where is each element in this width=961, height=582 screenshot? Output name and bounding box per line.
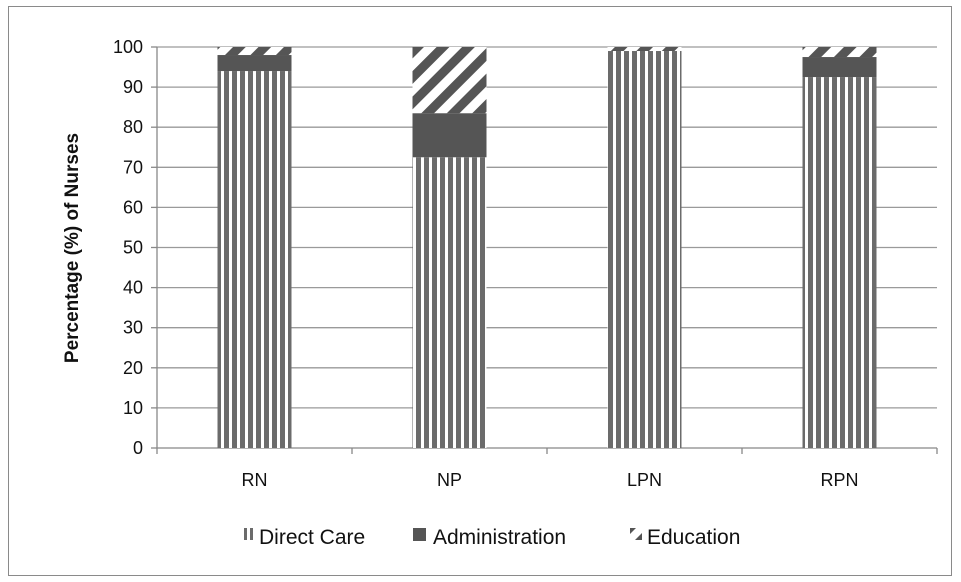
- bars: [217, 47, 877, 448]
- bar-education-np: [412, 47, 487, 114]
- y-tick-label: 30: [123, 318, 143, 338]
- x-tick-label: LPN: [627, 470, 662, 490]
- bar-education-rpn: [802, 47, 877, 58]
- y-tick-label: 100: [113, 37, 143, 57]
- legend-label: Direct Care: [259, 526, 365, 549]
- bar-education-lpn: [607, 47, 682, 52]
- bar-education-rn: [217, 47, 292, 56]
- bar-direct-care-rn: [217, 71, 292, 448]
- x-tick-label: RN: [242, 470, 268, 490]
- bar-direct-care-lpn: [607, 51, 682, 448]
- y-tick-label: 90: [123, 77, 143, 97]
- tick-labels: 0 10 20 30 40 50 60 70 80 90 100 RN NP LPN RPN: [113, 37, 859, 490]
- y-tick-label: 10: [123, 398, 143, 418]
- y-axis-title: Percentage (%) of Nurses: [62, 133, 83, 363]
- legend: Direct Care Administration Education: [244, 526, 740, 549]
- x-tick-label: NP: [437, 470, 462, 490]
- y-tick-label: 60: [123, 197, 143, 217]
- bar-administration-np: [412, 113, 487, 158]
- legend-label: Education: [647, 526, 740, 549]
- y-tick-label: 0: [133, 438, 143, 458]
- bar-administration-rpn: [802, 57, 877, 78]
- legend-swatch-education: [630, 528, 642, 540]
- y-tick-label: 80: [123, 117, 143, 137]
- legend-swatch-part: [635, 533, 642, 540]
- y-tick-label: 40: [123, 278, 143, 298]
- legend-swatch-administration: [413, 528, 426, 541]
- bar-administration-rn: [217, 55, 292, 72]
- bar-direct-care-np: [412, 157, 487, 448]
- legend-swatch-part: [244, 528, 247, 540]
- y-tick-label: 50: [123, 238, 143, 258]
- bar-direct-care-rpn: [802, 77, 877, 448]
- legend-label: Administration: [433, 526, 566, 549]
- y-tick-label: 70: [123, 157, 143, 177]
- legend-swatch-part: [630, 528, 636, 534]
- x-tick-label: RPN: [820, 470, 858, 490]
- legend-swatch-direct-care: [244, 528, 253, 540]
- legend-swatch-part: [250, 528, 253, 540]
- y-tick-label: 20: [123, 358, 143, 378]
